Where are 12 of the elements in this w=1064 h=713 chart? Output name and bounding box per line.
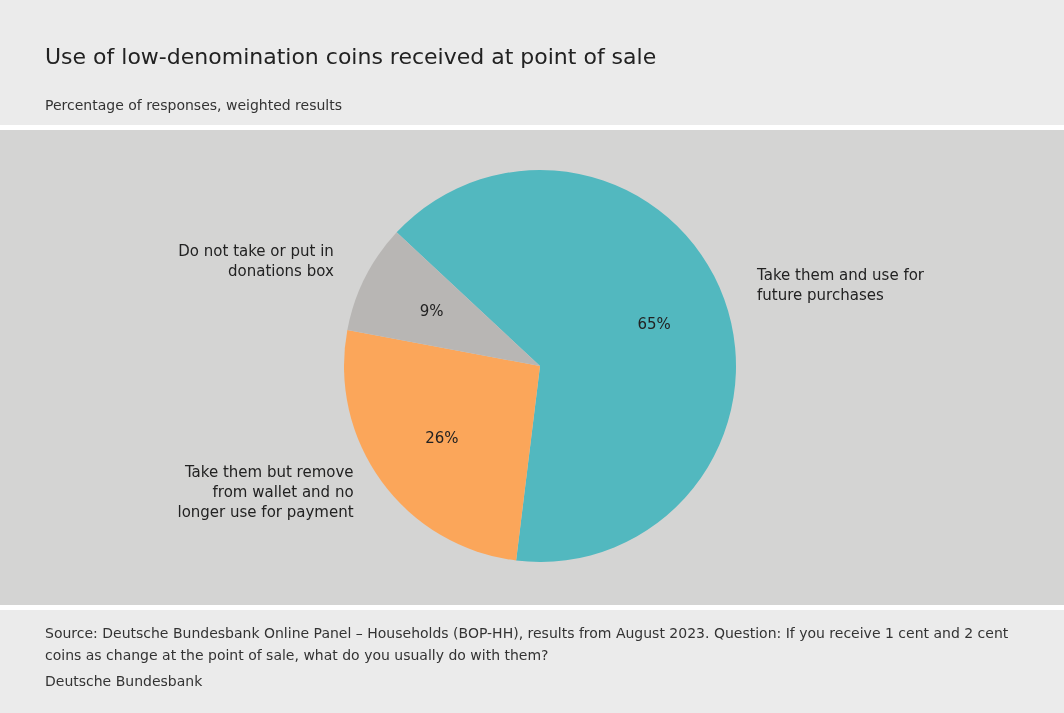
pie-slice (347, 232, 540, 366)
slice-label: Do not take or put in donations box (178, 242, 334, 281)
slice-label: Take them and use for future purchases (756, 266, 925, 305)
chart-subtitle: Percentage of responses, weighted results (45, 97, 342, 113)
data-label: 26% (425, 428, 459, 447)
source-note: Source: Deutsche Bundesbank Online Panel – Households (BOP-HH), results from August 2023. Question: If you receive 1 cent and 2 cent coins as change at the point of sale, what do you usually do with them? (45, 624, 1010, 665)
chart-title: Use of low-denomination coins received at point of sale (45, 44, 657, 69)
pie-slice (396, 170, 736, 562)
data-label: 9% (419, 302, 444, 321)
text: Deutsche Bundesbank (45, 672, 204, 691)
slice-label: Take them but remove from wallet and no longer use for payment (177, 462, 354, 521)
data-label: 65% (637, 315, 671, 334)
